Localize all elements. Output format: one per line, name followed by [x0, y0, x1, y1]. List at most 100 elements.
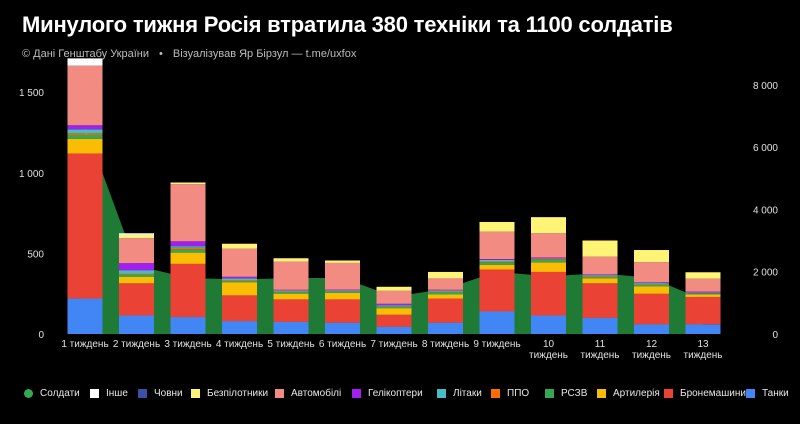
- x-tick-label: 1 тиждень: [61, 339, 108, 350]
- bar-segment: [428, 291, 463, 293]
- bar-segment: [428, 271, 463, 279]
- legend-label: Безпілотники: [207, 388, 269, 399]
- bar-segment: [170, 246, 206, 248]
- y-right-tick-label: 2 000: [753, 268, 778, 279]
- bar-segment: [119, 283, 154, 316]
- bar-segment: [634, 293, 669, 325]
- legend-swatch: [352, 389, 361, 398]
- legend-item: Артилерія: [597, 388, 660, 399]
- bar-segment: [170, 247, 206, 250]
- bar-segment: [428, 290, 463, 292]
- bar-segment: [531, 271, 566, 316]
- bar-segment: [582, 317, 618, 334]
- x-tick-label: 7 тиждень: [370, 339, 417, 350]
- bar-segment: [222, 243, 257, 249]
- legend-swatch: [138, 389, 147, 398]
- bar-segment: [325, 322, 360, 334]
- legend-label: Літаки: [453, 388, 482, 399]
- bar-segment: [634, 283, 669, 284]
- bar-segment: [376, 314, 412, 327]
- bar-segment: [479, 221, 515, 232]
- bar-segment: [67, 133, 103, 135]
- bar-segment: [119, 276, 154, 284]
- legend-label: РСЗВ: [561, 388, 588, 399]
- bar-segment: [119, 270, 154, 274]
- bar-segment: [222, 278, 257, 281]
- chart-subtitle: © Дані Генштабу України • Візуалізував Яр …: [22, 48, 356, 60]
- bar-segment: [479, 231, 515, 260]
- bar-segment: [170, 241, 206, 247]
- legend-label: Гелікоптери: [368, 388, 423, 399]
- bar-segment: [273, 292, 309, 294]
- bar-segment: [428, 322, 463, 334]
- losses-chart: 0 500 1 000 1 500 0 2 000 4 000 6 000 8 000 1 тиж…: [19, 58, 778, 361]
- bar-segment: [685, 324, 721, 334]
- legend-swatch: [491, 389, 500, 398]
- bar-segment: [67, 138, 103, 154]
- legend-swatch: [664, 389, 673, 398]
- legend-label: Інше: [106, 388, 128, 399]
- legend-swatch: [24, 389, 33, 398]
- bar-segment: [325, 262, 360, 290]
- bar-segment: [119, 273, 154, 275]
- x-tick-label: 2 тиждень: [113, 339, 160, 350]
- bar-segment: [376, 286, 412, 291]
- bar-segment: [582, 278, 618, 284]
- legend-swatch: [597, 389, 606, 398]
- bar-segment: [325, 260, 360, 263]
- bar-segment: [685, 278, 721, 292]
- source-note: © Дані Генштабу України: [22, 48, 150, 60]
- bar-segment: [479, 311, 515, 334]
- bar-segment: [119, 233, 154, 235]
- bar-segment: [428, 289, 463, 291]
- bar-segment: [531, 257, 566, 259]
- bar-segment: [67, 129, 103, 134]
- y-right-tick-label: 4 000: [753, 205, 778, 216]
- legend-item: РСЗВ: [545, 388, 587, 399]
- bar-segment: [170, 182, 206, 185]
- bar-segment: [222, 321, 257, 334]
- y-right-tick-label: 8 000: [753, 81, 778, 92]
- bar-segment: [376, 305, 412, 307]
- bar-segment: [428, 278, 463, 290]
- bar-segment: [273, 261, 309, 290]
- bar-segment: [582, 275, 618, 276]
- legend-item: Гелікоптери: [352, 388, 423, 399]
- bar-segment: [479, 264, 515, 270]
- credit-note: Візуалізував Яр Бірзул — t.me/uxfox: [172, 48, 357, 60]
- bar-segment: [479, 261, 515, 263]
- legend-label: Танки: [762, 388, 789, 399]
- legend-label: Солдати: [40, 388, 80, 399]
- x-tick-label: 5 тиждень: [267, 339, 314, 350]
- bar-segment: [685, 272, 721, 279]
- x-tick-label: 11 тиждень: [581, 339, 620, 361]
- bar-segment: [582, 283, 618, 318]
- bar-segment: [479, 262, 515, 265]
- x-tick-label: 12 тиждень: [632, 339, 671, 361]
- bar-segment: [170, 263, 206, 318]
- bar-segment: [119, 234, 154, 239]
- bar-segment: [325, 291, 360, 293]
- bar-segment: [479, 269, 515, 312]
- bar-segment: [634, 262, 669, 283]
- y-left-tick-label: 0: [38, 330, 44, 341]
- x-tick-label: 6 тиждень: [319, 339, 366, 350]
- bar-segment: [273, 299, 309, 322]
- bar-segment: [685, 291, 721, 293]
- bar-segment: [170, 252, 206, 264]
- legend-label: Автомобілі: [291, 388, 342, 399]
- chart-legend: Солдати Інше Човни Безпілотники Автомобілі Ге…: [0, 388, 800, 408]
- bar-segment: [634, 284, 669, 287]
- bar-segment: [531, 217, 566, 234]
- bar-segment: [325, 289, 360, 291]
- bar-segment: [531, 258, 566, 260]
- bar-segment: [634, 250, 669, 263]
- legend-item: Автомобілі: [275, 388, 341, 399]
- bar-segment: [119, 263, 154, 271]
- x-tick-label: 4 тиждень: [216, 339, 263, 350]
- bar-segment: [222, 276, 257, 279]
- bar-segment: [67, 65, 103, 126]
- x-tick-label: 13 тиждень: [684, 339, 723, 361]
- bar-segment: [222, 248, 257, 277]
- bar-segment: [582, 240, 618, 257]
